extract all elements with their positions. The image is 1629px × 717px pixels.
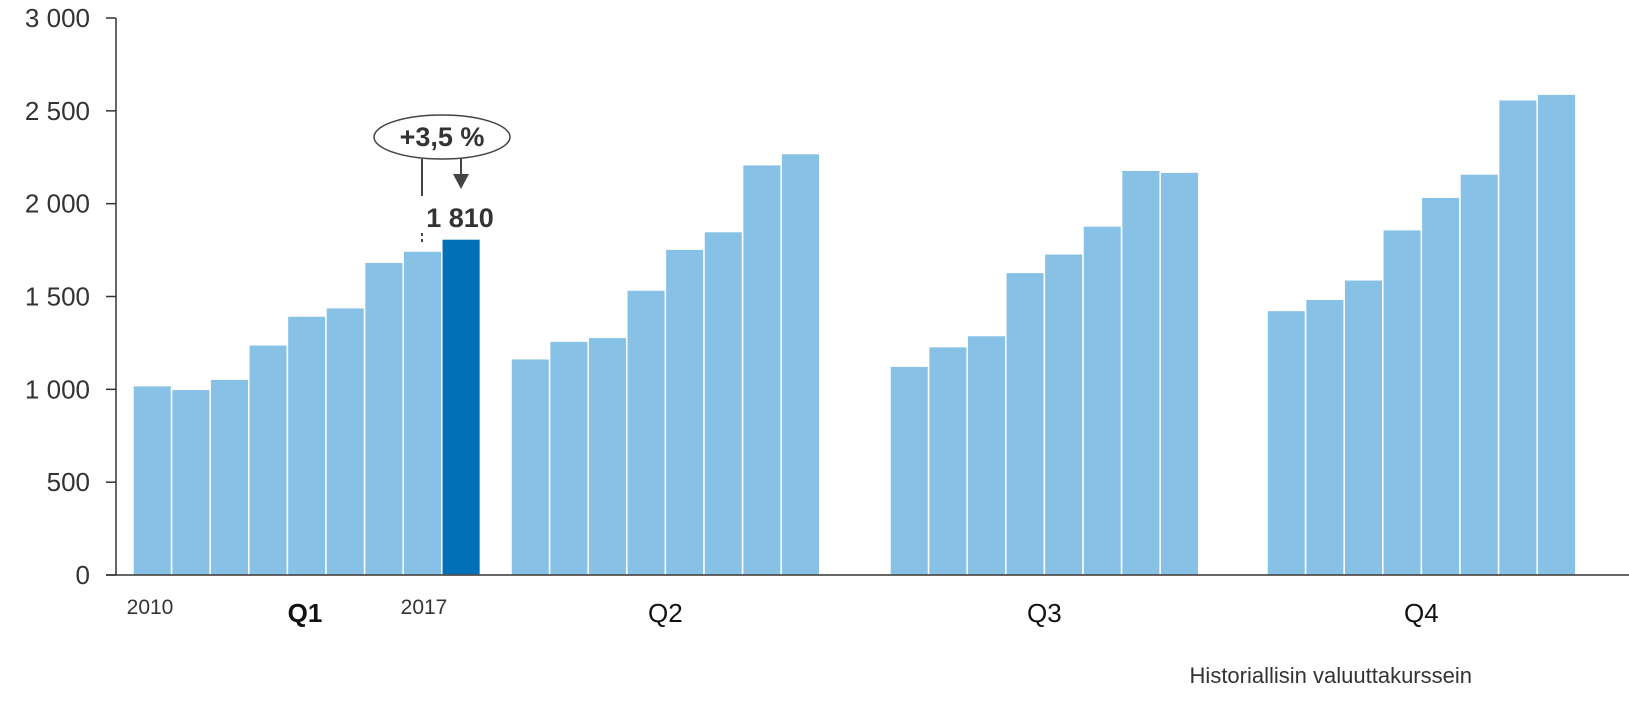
bar-q3-3 xyxy=(1005,271,1046,576)
bar-q1-1 xyxy=(170,388,211,576)
bar-q2-6 xyxy=(741,163,782,576)
bar-q2-1 xyxy=(548,340,589,576)
bar-q2-4 xyxy=(664,248,705,576)
y-tick-label: 1 500 xyxy=(25,282,90,312)
y-tick-label: 0 xyxy=(76,560,90,590)
bar-q3-5 xyxy=(1082,225,1123,576)
change-annotation: +3,5 % 1 810 xyxy=(373,114,511,244)
bar-q1-0 xyxy=(132,384,173,576)
bar-q4-5 xyxy=(1459,173,1500,576)
bar-q2-3 xyxy=(626,289,667,576)
bar-q1-2 xyxy=(209,378,250,576)
bar-q4-6 xyxy=(1497,98,1538,576)
bar-q1-8 xyxy=(441,238,482,576)
quarter-label-q3: Q3 xyxy=(1027,598,1062,628)
bar-q2-7 xyxy=(780,152,821,576)
bar-q4-4 xyxy=(1420,196,1461,576)
bar-q1-6 xyxy=(363,261,404,576)
y-tick-label: 2 000 xyxy=(25,189,90,219)
quarter-label-q4: Q4 xyxy=(1404,598,1439,628)
bar-q1-7 xyxy=(402,250,443,576)
bar-q4-3 xyxy=(1382,228,1423,576)
bar-q4-0 xyxy=(1266,309,1307,576)
highlight-value-label: 1 810 xyxy=(426,203,494,233)
change-bubble xyxy=(373,114,511,160)
bar-q4-7 xyxy=(1536,93,1577,576)
bar-q2-2 xyxy=(587,336,628,576)
bar-q1-5 xyxy=(325,306,366,576)
bar-q3-0 xyxy=(889,365,930,576)
bar-q4-2 xyxy=(1343,279,1384,576)
year-label-first: 2010 xyxy=(127,596,174,619)
bar-q1-4 xyxy=(286,315,327,576)
bar-q3-4 xyxy=(1043,253,1084,576)
change-label: +3,5 % xyxy=(400,122,485,152)
bar-q3-1 xyxy=(927,345,968,576)
bar-q2-5 xyxy=(703,230,744,576)
arrow-down-icon xyxy=(453,174,469,189)
y-tick-label: 3 000 xyxy=(25,3,90,33)
y-tick-label: 500 xyxy=(47,467,90,497)
quarter-label-q2: Q2 xyxy=(648,598,683,628)
y-tick-label: 2 500 xyxy=(25,96,90,126)
quarter-label-q1: Q1 xyxy=(288,598,323,628)
bar-q4-1 xyxy=(1304,298,1345,576)
labels-layer: Q1 Q2 Q3 Q4 2010 2017 xyxy=(127,596,1439,628)
bar-q2-0 xyxy=(510,357,551,576)
axes-layer: 0 500 1 000 1 500 2 000 2 500 3 000 xyxy=(25,3,1629,590)
bars-layer xyxy=(132,93,1577,576)
y-tick-label: 1 000 xyxy=(25,374,90,404)
currency-note: Historiallisin valuuttakurssein xyxy=(1190,663,1472,688)
year-label-last: 2017 xyxy=(401,596,448,619)
bar-q3-7 xyxy=(1159,171,1200,576)
bar-q3-6 xyxy=(1120,169,1161,576)
bar-q1-3 xyxy=(248,344,289,576)
bar-q3-2 xyxy=(966,334,1007,576)
